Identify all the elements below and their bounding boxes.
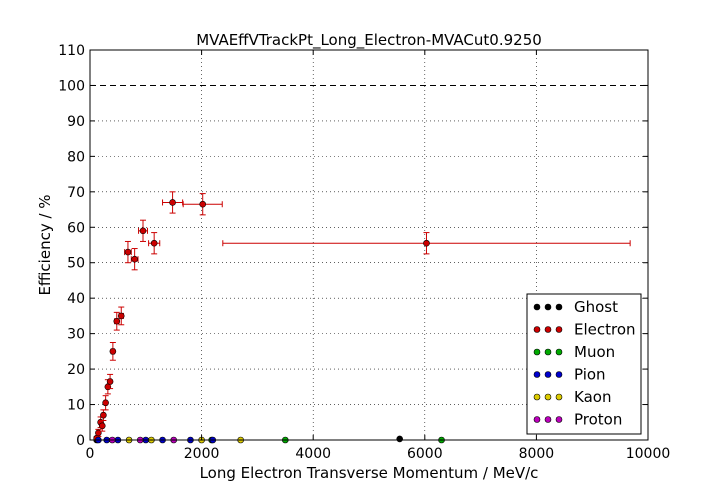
legend-marker-pion	[555, 371, 563, 378]
x-tick-label: 10000	[626, 446, 671, 462]
electron-point	[423, 239, 430, 247]
legend-marker-ghost	[555, 303, 563, 311]
electron-point	[113, 317, 121, 325]
y-tick-label: 0	[76, 433, 85, 449]
y-tick-label: 90	[67, 114, 85, 130]
legend-marker-electron	[533, 326, 541, 333]
legend-box	[526, 293, 642, 435]
electron-point	[199, 200, 207, 208]
electron-point	[139, 227, 147, 235]
y-tick-label: 80	[67, 149, 85, 165]
legend-marker-ghost	[533, 303, 541, 311]
x-tick-label: 2000	[184, 446, 220, 462]
y-tick-label: 100	[58, 78, 85, 94]
electron-point	[98, 422, 106, 430]
legend-label-kaon: Kaon	[574, 388, 611, 406]
legend-marker-kaon	[533, 393, 541, 401]
legend-marker-proton	[555, 416, 563, 423]
electron-point	[117, 312, 125, 320]
legend-marker-electron	[544, 326, 552, 333]
electron-point	[106, 378, 114, 385]
y-tick-label: 30	[67, 327, 85, 343]
electron-point	[131, 255, 138, 263]
y-tick-label: 10	[67, 398, 85, 414]
ghost-point	[396, 435, 403, 443]
legend-marker-kaon	[544, 393, 552, 401]
electron-point	[150, 239, 158, 247]
y-tick-label: 110	[58, 43, 85, 59]
legend-marker-proton	[533, 416, 541, 423]
legend-marker-muon	[533, 348, 541, 356]
legend-marker-muon	[555, 348, 563, 356]
y-tick-label: 50	[67, 256, 85, 272]
legend-marker-pion	[533, 371, 541, 378]
legend-label-pion: Pion	[574, 366, 606, 384]
legend-marker-pion	[544, 371, 552, 378]
legend-marker-kaon	[555, 393, 563, 401]
legend-marker-electron	[555, 326, 563, 333]
x-axis-label: Long Electron Transverse Momentum / MeV/…	[200, 464, 539, 482]
electron-point	[124, 248, 132, 256]
legend-marker-muon	[544, 348, 552, 356]
y-tick-label: 60	[67, 220, 85, 236]
electron-point	[109, 348, 117, 355]
x-tick-label: 4000	[295, 446, 331, 462]
electron-point	[102, 399, 109, 407]
electron-point	[169, 199, 176, 206]
x-tick-label: 8000	[519, 446, 555, 462]
plot-frame	[89, 49, 649, 441]
legend-label-proton: Proton	[574, 411, 622, 429]
legend-label-muon: Muon	[574, 343, 615, 361]
legend: Ghost Electron Muon Pion Kaon Proton	[526, 293, 642, 435]
electron-point	[100, 411, 107, 419]
legend-label-ghost: Ghost	[574, 298, 618, 316]
x-tick-label: 6000	[407, 446, 443, 462]
chart-title: MVAEffVTrackPt_Long_Electron-MVACut0.925…	[196, 31, 542, 50]
legend-label-electron: Electron	[574, 321, 636, 339]
y-tick-label: 20	[67, 362, 85, 378]
tick-layer: 0 2000 4000 6000 8000 10000 0 10 20 30 40 50 60 70 80 9…	[58, 43, 670, 462]
x-tick-label: 0	[86, 446, 95, 462]
y-tick-label: 70	[67, 185, 85, 201]
y-axis-label: Efficiency / %	[36, 194, 54, 295]
y-tick-label: 40	[67, 291, 85, 307]
legend-marker-proton	[544, 416, 552, 423]
legend-marker-ghost	[544, 303, 552, 311]
